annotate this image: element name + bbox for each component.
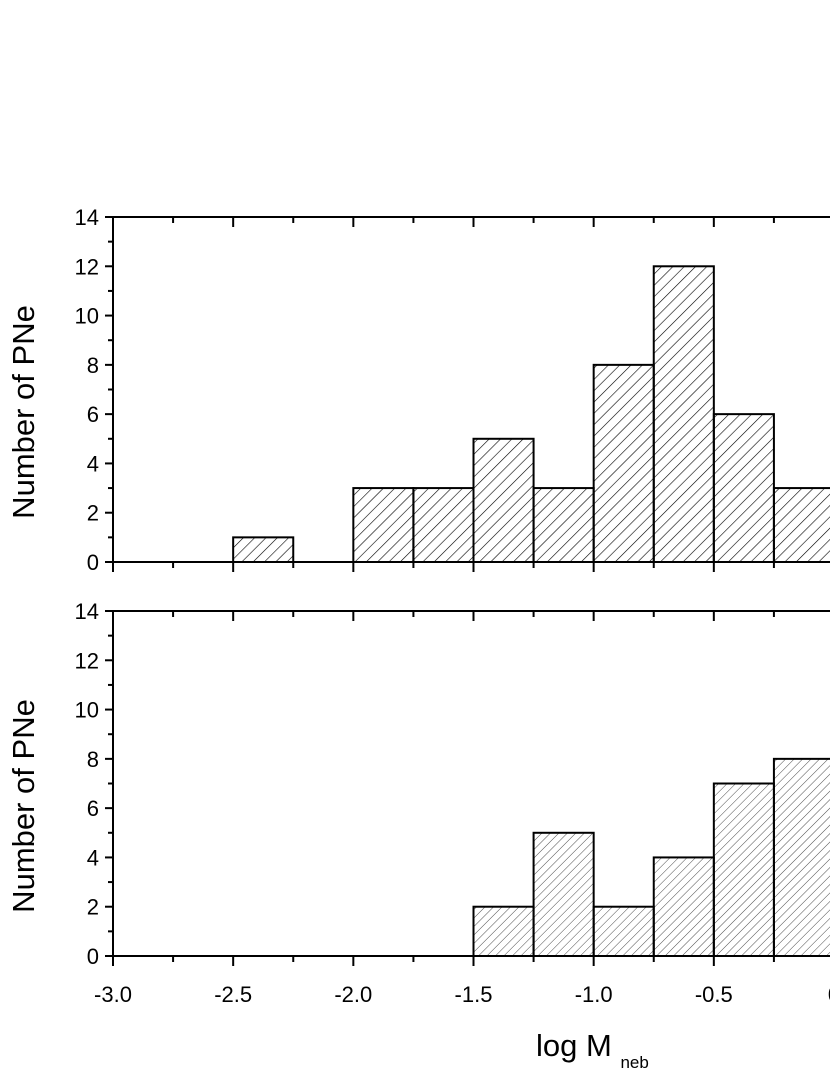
top-histogram-bar [412, 487, 475, 564]
bottom-histogram-panel: 0 2 4 6 8 10 12 14 -3.0 -2.5 -2.0 -1.5 -1.0 -0.5 0 [75, 599, 830, 1007]
bottom-histogram-bar [712, 782, 775, 957]
x-tick-label: -1.0 [575, 982, 613, 1007]
top-histogram-panel: 0 2 4 6 8 10 12 14 [75, 205, 830, 575]
top-histogram-bar [592, 363, 655, 563]
bottom-histogram-bar [592, 905, 655, 958]
bottom-y-axis-title: Number of PNe [6, 699, 41, 913]
top-y-tick-label: 8 [87, 353, 99, 378]
bottom-y-tick-label: 10 [75, 698, 99, 723]
x-tick-label: -1.5 [455, 982, 493, 1007]
bottom-y-tick-label: 0 [87, 944, 99, 969]
top-histogram-bar [712, 413, 775, 563]
bottom-y-tick-label: 2 [87, 895, 99, 920]
bottom-histogram-bar [472, 905, 535, 958]
top-histogram-bar [472, 437, 535, 563]
top-histogram-bar [532, 487, 595, 564]
x-axis-title-subscript: neb [620, 1053, 648, 1072]
x-tick-label: -3.0 [94, 982, 132, 1007]
bottom-histogram-bar [652, 856, 715, 958]
top-y-axis-title: Number of PNe [6, 305, 41, 519]
top-histogram-bar [652, 265, 715, 563]
x-tick-label: -2.0 [334, 982, 372, 1007]
bottom-histogram-bar [532, 831, 595, 957]
x-tick-label: -0.5 [695, 982, 733, 1007]
bottom-y-tick-label: 6 [87, 796, 99, 821]
bottom-y-tick-label: 4 [87, 845, 99, 870]
x-axis-title-main: log M [536, 1028, 612, 1063]
top-y-tick-label: 10 [75, 304, 99, 329]
top-y-tick-label: 6 [87, 402, 99, 427]
top-y-tick-label: 14 [75, 205, 99, 230]
bottom-y-tick-label: 14 [75, 599, 99, 624]
top-y-tick-label: 0 [87, 550, 99, 575]
top-histogram-bar [232, 536, 295, 563]
top-histogram-bar [352, 487, 415, 564]
top-y-tick-label: 2 [87, 501, 99, 526]
x-axis-title: log M neb [536, 1028, 649, 1072]
bottom-y-tick-label: 8 [87, 747, 99, 772]
top-y-tick-label: 4 [87, 451, 99, 476]
top-histogram-bar [772, 487, 830, 564]
x-tick-label: 0 [828, 982, 830, 1007]
top-y-tick-label: 12 [75, 254, 99, 279]
bottom-y-tick-label: 12 [75, 648, 99, 673]
bottom-histogram-bar [772, 757, 830, 957]
x-tick-label: -2.5 [214, 982, 252, 1007]
